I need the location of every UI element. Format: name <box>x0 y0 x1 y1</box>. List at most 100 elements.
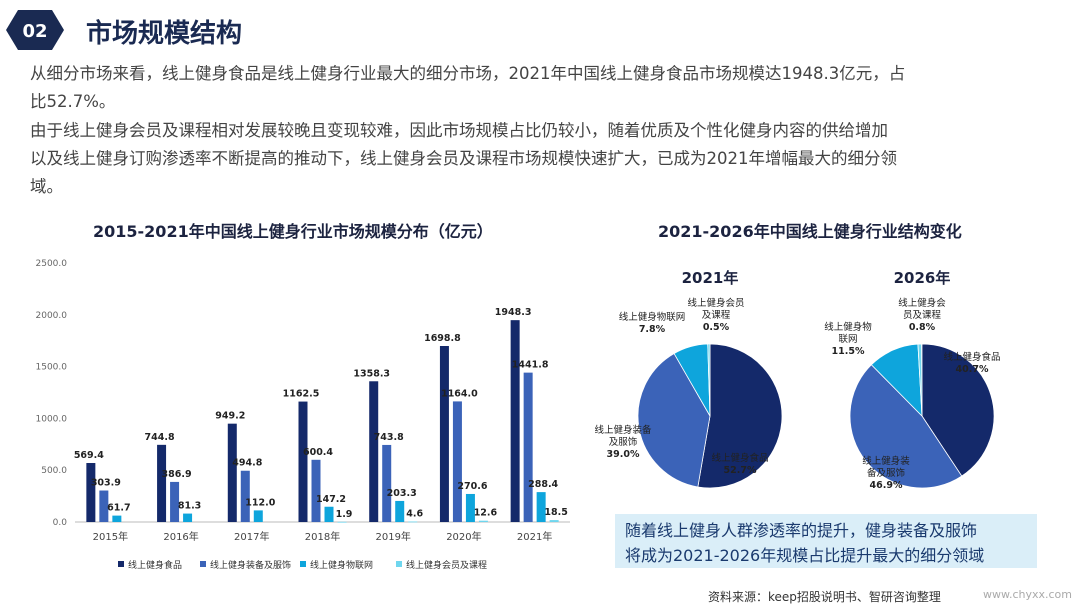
pie-data-label: 0.8% <box>909 322 936 333</box>
data-label: 81.3 <box>178 501 201 512</box>
bar <box>157 444 167 522</box>
pie-data-label: 线上健身食品 <box>943 351 1000 363</box>
bar <box>408 521 418 523</box>
paragraph-line-3: 由于线上健身会员及课程相对发展较晚且变现较难，因此市场规模占比仍较小，随着优质及… <box>30 121 888 140</box>
data-label: 12.6 <box>474 508 498 519</box>
bar <box>99 490 109 522</box>
data-label: 1698.8 <box>424 333 461 344</box>
x-tick-label: 2021年 <box>517 530 552 543</box>
bar <box>510 320 520 522</box>
source-note: 资料来源：keep招股说明书、智研咨询整理 <box>708 590 941 604</box>
data-label: 743.8 <box>374 432 404 443</box>
bar <box>86 463 96 522</box>
data-label: 112.0 <box>245 497 275 508</box>
bar <box>549 520 559 522</box>
data-label: 61.7 <box>107 503 130 514</box>
bar <box>465 493 475 522</box>
x-tick-label: 2017年 <box>234 530 269 543</box>
pie-data-label: 7.8% <box>639 324 666 335</box>
y-tick-label: 1500.0 <box>36 363 68 373</box>
y-tick-label: 500.0 <box>41 466 67 476</box>
bar <box>112 515 122 522</box>
data-label: 288.4 <box>528 479 558 490</box>
data-label: 1948.3 <box>495 307 532 318</box>
bar <box>369 381 379 522</box>
bar <box>523 372 533 522</box>
legend-label: 线上健身食品 <box>128 559 182 571</box>
pie-data-label: 11.5% <box>832 346 865 357</box>
pie-data-label: 联网 <box>838 334 857 345</box>
pie-data-label: 0.5% <box>703 322 730 333</box>
y-tick-label: 0.0 <box>53 518 68 528</box>
insight-note: 随着线上健身人群渗透率的提升，健身装备及服饰 将成为2021-2026年规模占比… <box>615 514 1037 568</box>
data-label: 744.8 <box>145 432 175 443</box>
section-number: 02 <box>22 21 47 42</box>
pie-data-label: 52.7% <box>724 465 757 476</box>
legend-label: 线上健身物联网 <box>310 559 373 571</box>
bar <box>311 459 321 522</box>
data-label: 600.4 <box>303 447 333 458</box>
pie-slice <box>697 343 783 489</box>
legend-swatch <box>200 561 206 567</box>
pie-data-label: 线上健身物联网 <box>619 311 686 323</box>
pie-charts: 2021年 2026年线上健身食品52.7%线上健身装备及服饰39.0%线上健身物… <box>594 269 1000 491</box>
pie-slice <box>917 343 923 417</box>
pie-data-label: 及课程 <box>702 310 731 321</box>
legend-swatch <box>300 561 306 567</box>
legend-label: 线上健身装备及服饰 <box>210 559 291 571</box>
data-label: 949.2 <box>215 411 245 422</box>
pie-slice <box>849 364 963 489</box>
bar <box>439 346 449 522</box>
x-tick-label: 2015年 <box>93 530 128 543</box>
pie-data-label: 线上健身装 <box>862 455 910 467</box>
paragraph-line-2: 比52.7%。 <box>30 92 116 111</box>
x-tick-label: 2020年 <box>446 530 481 543</box>
x-tick-label: 2018年 <box>305 530 340 543</box>
bar <box>324 506 334 522</box>
insight-line-1: 随着线上健身人群渗透率的提升，健身装备及服饰 <box>625 521 978 540</box>
data-label: 386.9 <box>162 469 192 480</box>
bar <box>183 513 193 522</box>
pie-year-label: 2026年 <box>894 269 951 287</box>
pie-data-label: 员及课程 <box>903 310 942 321</box>
pie-data-label: 40.7% <box>956 364 989 375</box>
bar <box>382 444 392 522</box>
data-label: 203.3 <box>387 488 417 499</box>
pie-data-label: 线上健身食品 <box>711 452 768 464</box>
bar-chart: 0.0 500.0 1000.0 1500.0 2000.0 2500.0 2015年 569… <box>36 259 570 571</box>
pie-data-label: 备及服饰 <box>867 467 905 479</box>
insight-line-2: 将成为2021-2026年规模占比提升最大的细分领域 <box>625 546 985 565</box>
pie-data-label: 39.0% <box>607 449 640 460</box>
x-tick-label: 2016年 <box>163 530 198 543</box>
x-tick-label: 2019年 <box>375 530 410 543</box>
pie-data-label: 线上健身装备 <box>594 424 652 436</box>
pie-data-label: 线上健身会员 <box>687 297 744 309</box>
pie-chart-title: 2021-2026年中国线上健身行业结构变化 <box>658 222 962 241</box>
paragraph-line-1: 从细分市场来看，线上健身食品是线上健身行业最大的细分市场，2021年中国线上健身… <box>30 64 906 83</box>
bar <box>395 500 405 522</box>
y-tick-label: 2000.0 <box>36 311 68 321</box>
data-label: 494.8 <box>232 458 262 469</box>
data-label: 569.4 <box>74 450 104 461</box>
section-badge: 02 <box>6 10 64 50</box>
bar <box>478 520 488 522</box>
paragraph-line-4: 以及线上健身订购渗透率不断提高的推动下，线上健身会员及课程市场规模快速扩大，已成… <box>30 149 897 168</box>
pie-year-label: 2021年 <box>682 269 739 287</box>
bar <box>452 401 462 522</box>
bar <box>170 481 180 522</box>
legend-swatch <box>396 561 402 567</box>
legend-label: 线上健身会员及课程 <box>406 559 487 571</box>
page-title: 市场规模结构 <box>86 19 243 49</box>
bar <box>253 510 263 522</box>
data-label: 303.9 <box>91 478 121 489</box>
bar <box>298 401 308 522</box>
pie-data-label: 线上健身物 <box>824 321 872 333</box>
y-tick-label: 2500.0 <box>36 259 68 269</box>
data-label: 1162.5 <box>283 389 320 400</box>
data-label: 270.6 <box>457 481 487 492</box>
y-tick-label: 1000.0 <box>36 414 68 424</box>
bar <box>227 423 237 522</box>
pie-slice <box>637 353 711 488</box>
data-label: 1164.0 <box>441 388 478 399</box>
pie-slice <box>707 343 711 417</box>
